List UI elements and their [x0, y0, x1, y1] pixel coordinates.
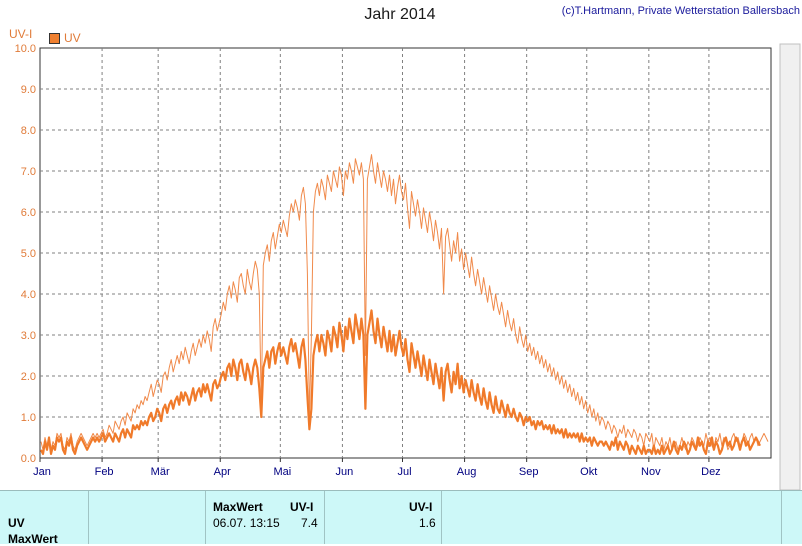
x-tick-label: Aug	[457, 466, 477, 478]
x-tick-label: Mär	[151, 466, 170, 478]
x-tick-label: Okt	[580, 466, 597, 478]
y-tick-label: 4.0	[21, 289, 36, 301]
y-tick-label: 3.0	[21, 330, 36, 342]
y-axis-label: UV-I	[9, 27, 33, 41]
copyright-label: (c)T.Hartmann, Private Wetterstation Bal…	[561, 5, 800, 17]
legend-label-uv: UV	[64, 31, 81, 45]
max-datetime: 06.07. 13:15	[213, 516, 280, 530]
x-tick-label: Sep	[519, 466, 539, 478]
avg-value: 1.6	[419, 516, 436, 530]
summary-table: UV MaxWert MaxWert UV-I 06.07. 13:15 7.4…	[0, 490, 802, 546]
row-label-uv: UV	[8, 516, 25, 530]
x-tick-label: Apr	[214, 466, 231, 478]
x-tick-label: Jul	[397, 466, 411, 478]
y-tick-label: 10.0	[15, 43, 36, 55]
x-tick-label: Dez	[701, 466, 721, 478]
x-tick-label: Feb	[95, 466, 114, 478]
header-maxwert: MaxWert	[213, 500, 263, 514]
x-tick-label: Mai	[273, 466, 291, 478]
uv-line-chart: 0.0 1.0 2.0 3.0 4.0 5.0 6.0 7.0 8.0 9.0 10.0 Jan Feb…	[15, 43, 801, 490]
y-tick-label: 5.0	[21, 248, 36, 260]
y-tick-label: 6.0	[21, 207, 36, 219]
x-tick-label: Jan	[33, 466, 51, 478]
y-tick-label: 9.0	[21, 84, 36, 96]
series-line-uv-daily-mean	[40, 309, 761, 455]
legend: UV	[49, 31, 81, 45]
y-tick-label: 8.0	[21, 125, 36, 137]
y-tick-label: 0.0	[21, 453, 36, 465]
max-value: 7.4	[301, 516, 318, 530]
header-avg-unit: UV-I	[409, 500, 433, 514]
y-tick-label: 7.0	[21, 166, 36, 178]
x-tick-label: Jun	[336, 466, 354, 478]
legend-swatch-uv	[49, 32, 60, 44]
row-label-maxwert: MaxWert	[8, 532, 58, 546]
chart-title: Jahr 2014	[364, 6, 436, 23]
right-scrollbar	[779, 43, 801, 490]
header-max-unit: UV-I	[290, 500, 314, 514]
x-tick-label: Nov	[641, 466, 661, 478]
series-line-uv-daily-max	[40, 154, 769, 451]
y-tick-label: 1.0	[21, 412, 36, 424]
y-tick-label: 2.0	[21, 371, 36, 383]
